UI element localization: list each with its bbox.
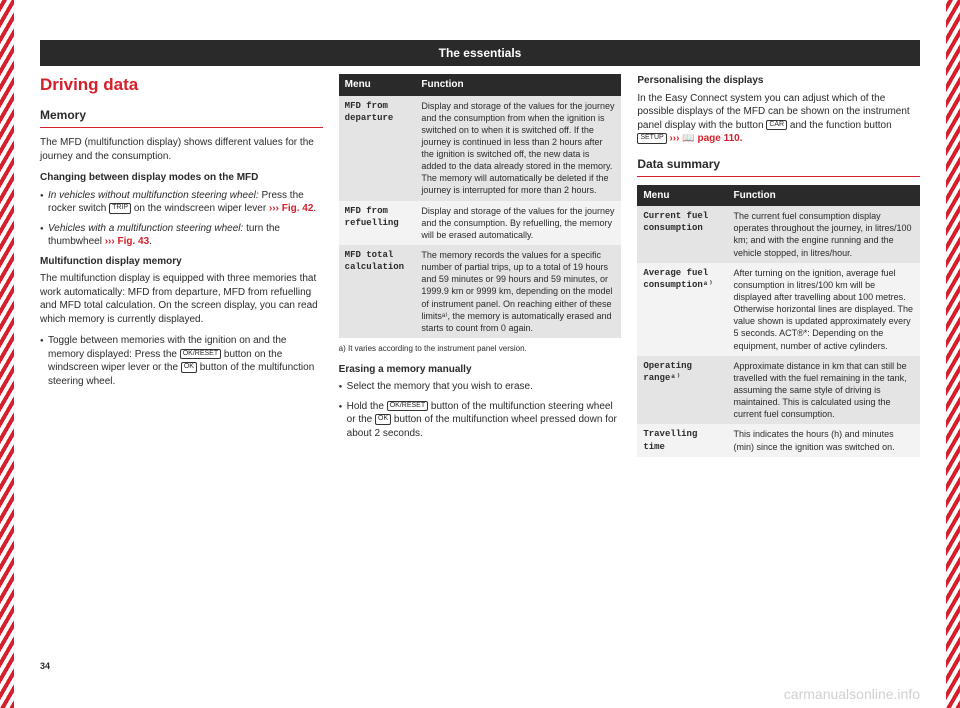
table-row: Operating rangeᵃ⁾ Approximate distance i… <box>637 356 920 425</box>
text: page 110. <box>695 133 743 144</box>
menu-function-table-1: Menu Function MFD from departure Display… <box>339 74 622 338</box>
cell-func: Display and storage of the values for th… <box>415 96 621 201</box>
cell-menu: Operating rangeᵃ⁾ <box>637 356 727 425</box>
text: Hold the <box>347 401 387 412</box>
column-1: Driving data Memory The MFD (multifuncti… <box>40 74 323 678</box>
chapter-title: The essentials <box>439 46 522 60</box>
cell-menu: MFD from departure <box>339 96 416 201</box>
cell-menu: MFD from refuelling <box>339 201 416 245</box>
car-button-icon: CAR <box>766 120 787 130</box>
cell-func: Display and storage of the values for th… <box>415 201 621 245</box>
cell-func: Approximate distance in km that can stil… <box>728 356 920 425</box>
left-stripe <box>0 0 14 708</box>
bullet-toggle-memories: Toggle between memories with the ignitio… <box>40 334 323 388</box>
chapter-header: The essentials <box>40 40 920 66</box>
text: and the function button <box>787 120 892 131</box>
text: ››› <box>667 133 683 144</box>
menu-function-table-2: Menu Function Current fuel consumption T… <box>637 185 920 457</box>
bullet-select-memory: Select the memory that you wish to erase… <box>339 380 622 394</box>
table-row: MFD from departure Display and storage o… <box>339 96 622 201</box>
sub-personalising: Personalising the displays <box>637 74 920 88</box>
th-menu: Menu <box>339 74 416 96</box>
fig42-ref: ››› Fig. 42 <box>269 203 313 214</box>
th-function: Function <box>415 74 621 96</box>
sub-changing: Changing between display modes on the MF… <box>40 171 323 185</box>
page-number: 34 <box>40 660 50 672</box>
sub-erasing: Erasing a memory manually <box>339 363 622 377</box>
sub-mfd-memory: Multifunction display memory <box>40 255 323 269</box>
ok-button-icon: OK <box>375 414 391 424</box>
without-wheel-label: In vehicles without multifunction steeri… <box>48 190 259 201</box>
table-row: Travelling time This indicates the hours… <box>637 424 920 456</box>
th-function: Function <box>728 185 920 207</box>
ok-button-icon: OK <box>181 362 197 372</box>
section-divider <box>40 127 323 128</box>
section-data-summary: Data summary <box>637 156 920 172</box>
bullet-hold-button: Hold the OK/RESET button of the multifun… <box>339 400 622 441</box>
cell-func: After turning on the ignition, average f… <box>728 263 920 356</box>
columns: Driving data Memory The MFD (multifuncti… <box>40 74 920 678</box>
cell-func: The memory records the values for a spec… <box>415 245 621 338</box>
cell-menu: Travelling time <box>637 424 727 456</box>
bullet-without-wheel: In vehicles without multifunction steeri… <box>40 189 323 216</box>
personalising-desc: In the Easy Connect system you can adjus… <box>637 92 920 146</box>
memory-intro: The MFD (multifunction display) shows di… <box>40 136 323 163</box>
cell-menu: Average fuel consumptionᵃ⁾ <box>637 263 727 356</box>
column-3: Personalising the displays In the Easy C… <box>637 74 920 678</box>
watermark: carmanualsonline.info <box>784 686 920 702</box>
okreset-button-icon: OK/RESET <box>387 401 428 411</box>
column-2: Menu Function MFD from departure Display… <box>339 74 622 678</box>
right-stripe <box>946 0 960 708</box>
bullet-with-wheel: Vehicles with a multifunction steering w… <box>40 222 323 249</box>
table-row: MFD from refuelling Display and storage … <box>339 201 622 245</box>
page: The essentials Driving data Memory The M… <box>40 40 920 678</box>
cell-menu: Current fuel consumption <box>637 206 727 263</box>
footnote-a: a) It varies according to the instrument… <box>339 344 622 355</box>
trip-button-icon: TRIP <box>109 203 131 213</box>
text: on the windscreen wiper lever <box>131 203 269 214</box>
setup-button-icon: SETUP <box>637 133 666 143</box>
page-title: Driving data <box>40 74 323 97</box>
section-memory: Memory <box>40 107 323 123</box>
fig43-ref: ››› Fig. 43 <box>105 236 149 247</box>
section-divider <box>637 176 920 177</box>
table-row: Average fuel consumptionᵃ⁾ After turning… <box>637 263 920 356</box>
cell-func: This indicates the hours (h) and minutes… <box>728 424 920 456</box>
cell-func: The current fuel consumption display ope… <box>728 206 920 263</box>
page-ref: ››› 📖 page 110. <box>667 133 743 144</box>
cell-menu: MFD total calculation <box>339 245 416 338</box>
table-row: MFD total calculation The memory records… <box>339 245 622 338</box>
okreset-button-icon: OK/RESET <box>180 349 221 359</box>
mfd-memory-desc: The multifunction display is equipped wi… <box>40 272 323 326</box>
th-menu: Menu <box>637 185 727 207</box>
with-wheel-label: Vehicles with a multifunction steering w… <box>48 223 243 234</box>
table-row: Current fuel consumption The current fue… <box>637 206 920 263</box>
book-icon: 📖 <box>682 133 694 144</box>
